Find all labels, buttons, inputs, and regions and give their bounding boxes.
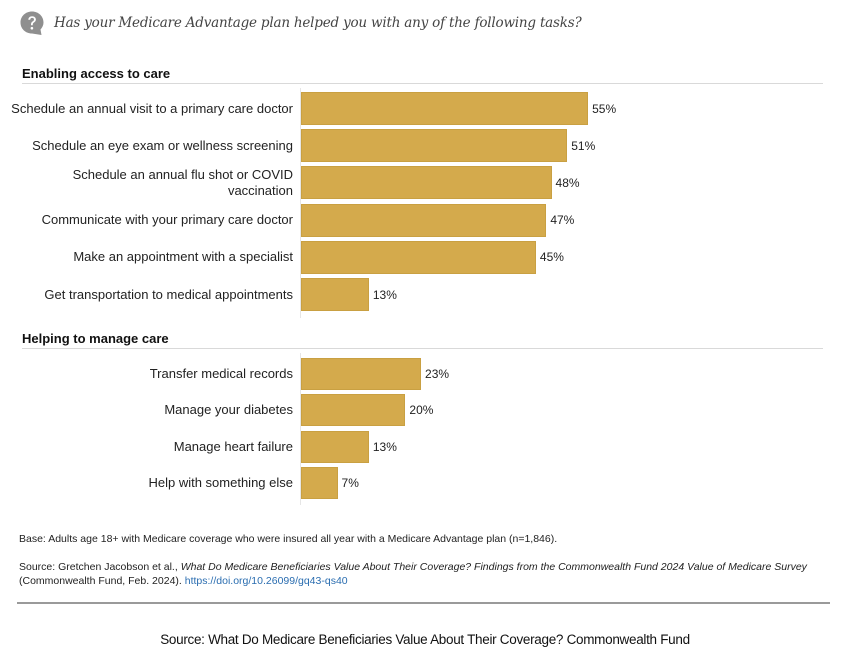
source-title: What Do Medicare Beneficiaries Value Abo…: [180, 561, 807, 573]
bar-axis: [300, 88, 301, 318]
question-bubble-icon: [20, 11, 44, 35]
bar-value-label: 45%: [539, 250, 564, 265]
bar-label: Help with something else: [148, 475, 293, 491]
bar: [301, 203, 547, 237]
bar-value-label: 20%: [409, 403, 434, 418]
bar-label: Schedule an annual flu shot or COVID vac…: [72, 166, 293, 198]
bar: [301, 278, 369, 311]
base-note: Base: Adults age 18+ with Medicare cover…: [19, 533, 558, 545]
bar-label: Transfer medical records: [149, 366, 293, 381]
bar-label: Get transportation to medical appointmen…: [44, 286, 293, 302]
section-title: Enabling access to care: [22, 66, 171, 81]
footer-source: Source: What Do Medicare Beneficiaries V…: [160, 632, 690, 647]
bar-label: Make an appointment with a specialist: [73, 249, 293, 265]
source-note: Source: Gretchen Jacobson et al., What D…: [19, 560, 819, 588]
bar: [301, 467, 338, 500]
bar-value-label: 47%: [550, 213, 575, 228]
bar-value-label: 13%: [372, 439, 397, 454]
bar-label: Manage heart failure: [173, 438, 293, 454]
bar: [301, 240, 536, 274]
source-prefix: Source: Gretchen Jacobson et al.,: [19, 561, 181, 573]
bar-value-label: 55%: [592, 101, 617, 116]
bar: [301, 358, 422, 390]
divider: [17, 602, 830, 604]
bar-value-label: 13%: [372, 287, 397, 302]
bar-label: Manage your diabetes: [164, 402, 293, 418]
bar: [301, 394, 406, 427]
bar-axis: [300, 353, 301, 505]
source-suffix: (Commonwealth Fund, Feb. 2024).: [19, 575, 185, 587]
question-text: Has your Medicare Advantage plan helped …: [54, 15, 582, 31]
bar: [301, 92, 589, 125]
section-rule: [22, 83, 823, 84]
section-rule: [22, 348, 823, 349]
bar: [301, 430, 369, 463]
source-doi-link[interactable]: https://doi.org/10.26099/gq43-qs40: [184, 575, 348, 587]
bar-value-label: 48%: [555, 175, 580, 190]
bar: [301, 129, 568, 163]
bar: [301, 166, 552, 200]
bar-label: Communicate with your primary care docto…: [41, 212, 293, 228]
bar-value-label: 51%: [571, 138, 596, 153]
bar-value-label: 23%: [425, 367, 450, 381]
bar-label: Schedule an annual visit to a primary ca…: [11, 100, 293, 116]
bar-value-label: 7%: [341, 476, 359, 491]
question-header: Has your Medicare Advantage plan helped …: [19, 9, 582, 37]
bar-label: Schedule an eye exam or wellness screeni…: [32, 137, 293, 153]
section-title: Helping to manage care: [22, 331, 169, 346]
